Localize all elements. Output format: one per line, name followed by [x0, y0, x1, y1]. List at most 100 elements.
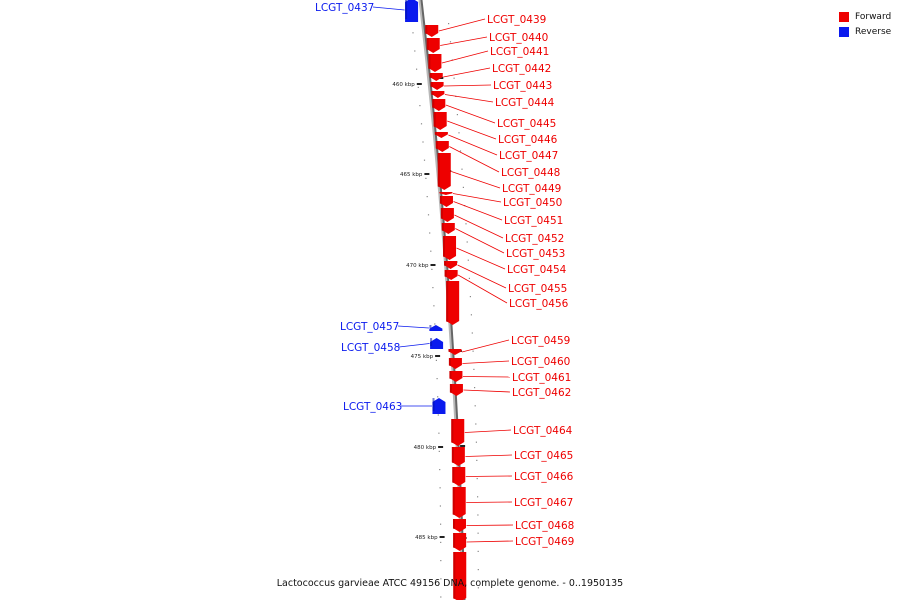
lcgt-0469-feature: [453, 533, 467, 551]
lcgt-0448-feature: [435, 141, 449, 152]
lcgt-0449-leader: [451, 171, 501, 189]
lcgt-0442-feature: [429, 73, 443, 81]
minor-tick: [435, 359, 437, 361]
minor-tick: [420, 123, 423, 125]
major-tick: [435, 355, 441, 357]
lcgt-0458-feature: [430, 338, 444, 349]
lcgt-0459-leader: [461, 339, 510, 353]
lcgt-0463-label: LCGT_0463: [343, 401, 402, 413]
gene-shade: [426, 38, 429, 50]
gene-shade: [452, 487, 455, 515]
lcgt-0443-label: LCGT_0443: [493, 80, 552, 92]
minor-tick: [477, 569, 479, 571]
gene-shade: [451, 447, 454, 463]
minor-tick: [422, 141, 424, 143]
lcgt-0441-feature: [428, 54, 442, 72]
lcgt-0446-leader: [447, 120, 497, 140]
gene-shade: [446, 281, 449, 322]
minor-tick: [477, 550, 479, 552]
lcgt-0441-leader: [441, 50, 489, 64]
minor-tick: [448, 23, 450, 25]
lcgt-0452-leader: [454, 214, 504, 239]
lcgt-0456-label: LCGT_0456: [509, 298, 569, 310]
lcgt-0469-leader: [466, 540, 514, 543]
minor-tick: [474, 405, 476, 407]
gene-shade: [430, 82, 433, 87]
minor-tick: [412, 32, 414, 34]
lcgt-0465-label: LCGT_0465: [514, 450, 573, 462]
minor-tick: [458, 132, 460, 134]
gene-features: [405, 0, 467, 600]
legend: Forward Reverse: [839, 9, 891, 39]
minor-tick: [416, 68, 418, 70]
tick-label: 485 kbp: [415, 535, 438, 541]
lcgt-0447-feature: [434, 132, 448, 138]
minor-tick: [423, 159, 426, 161]
lcgt-0458-leader: [398, 343, 430, 348]
gene-shade: [449, 371, 452, 379]
minor-tick: [432, 287, 434, 289]
minor-tick: [472, 350, 474, 352]
lcgt-0439-leader: [438, 18, 486, 32]
lcgt-0444-leader: [444, 94, 494, 103]
lcgt-0467-feature: [452, 487, 466, 518]
gene-shade: [448, 349, 451, 352]
lcgt-0449-label: LCGT_0449: [502, 183, 561, 195]
minor-tick: [462, 186, 464, 188]
lcgt-0460-leader: [462, 360, 510, 364]
lcgt-0464-feature: [451, 419, 465, 446]
major-tick: [430, 264, 436, 266]
legend-label-forward: Forward: [855, 11, 892, 22]
minor-tick: [437, 414, 439, 416]
lcgt-0454-label: LCGT_0454: [507, 264, 567, 276]
lcgt-0455-leader: [457, 264, 507, 289]
minor-tick: [459, 150, 462, 152]
gene-shade: [432, 398, 435, 411]
minor-tick: [470, 314, 472, 316]
gene-shade: [444, 261, 447, 266]
minor-tick: [473, 368, 475, 370]
lcgt-0468-feature: [452, 519, 466, 532]
gene-shade: [431, 91, 434, 95]
minor-ticks: [410, 14, 479, 598]
minor-tick: [449, 41, 452, 43]
lcgt-0465-feature: [451, 447, 465, 466]
major-tick: [460, 445, 466, 447]
genome-caption: Lactococcus garvieae ATCC 49156 DNA, com…: [276, 578, 624, 589]
minor-tick: [431, 268, 433, 270]
lcgt-0462-label: LCGT_0462: [512, 387, 571, 399]
gene-shade: [429, 325, 432, 328]
minor-tick: [426, 196, 428, 198]
lcgt-0447-label: LCGT_0447: [499, 150, 558, 162]
gene-shade: [428, 54, 431, 69]
major-tick: [438, 446, 444, 448]
lcgt-0444-feature: [431, 91, 445, 98]
minor-tick: [440, 578, 442, 580]
minor-tick: [436, 378, 438, 380]
minor-tick: [430, 250, 432, 252]
lcgt-0440-label: LCGT_0440: [489, 32, 548, 44]
lcgt-0456-feature: [444, 270, 458, 280]
minor-tick: [440, 560, 442, 562]
lcgt-0450-feature: [439, 192, 453, 195]
tick-label: 470 kbp: [406, 263, 429, 269]
minor-tick: [414, 50, 416, 52]
lcgt-0456-leader: [457, 274, 508, 304]
minor-tick: [438, 432, 440, 434]
lcgt-0459-label: LCGT_0459: [511, 335, 570, 347]
lcgt-0445-feature: [432, 99, 446, 111]
lcgt-0443-feature: [430, 82, 444, 90]
lcgt-0439-label: LCGT_0439: [487, 14, 546, 26]
lcgt-0448-leader: [449, 146, 500, 173]
lcgt-0461-feature: [449, 371, 463, 382]
lcgt-0445-leader: [445, 104, 496, 124]
lcgt-0446-feature: [433, 112, 447, 130]
legend-swatch-reverse: [839, 26, 849, 37]
tick-label: 475 kbp: [411, 354, 434, 360]
lcgt-0446-label: LCGT_0446: [498, 134, 558, 146]
lcgt-0440-feature: [426, 38, 440, 53]
legend-label-reverse: Reverse: [855, 26, 892, 37]
gene-shade: [425, 25, 428, 34]
gene-shade: [405, 0, 408, 19]
minor-tick: [433, 305, 435, 307]
